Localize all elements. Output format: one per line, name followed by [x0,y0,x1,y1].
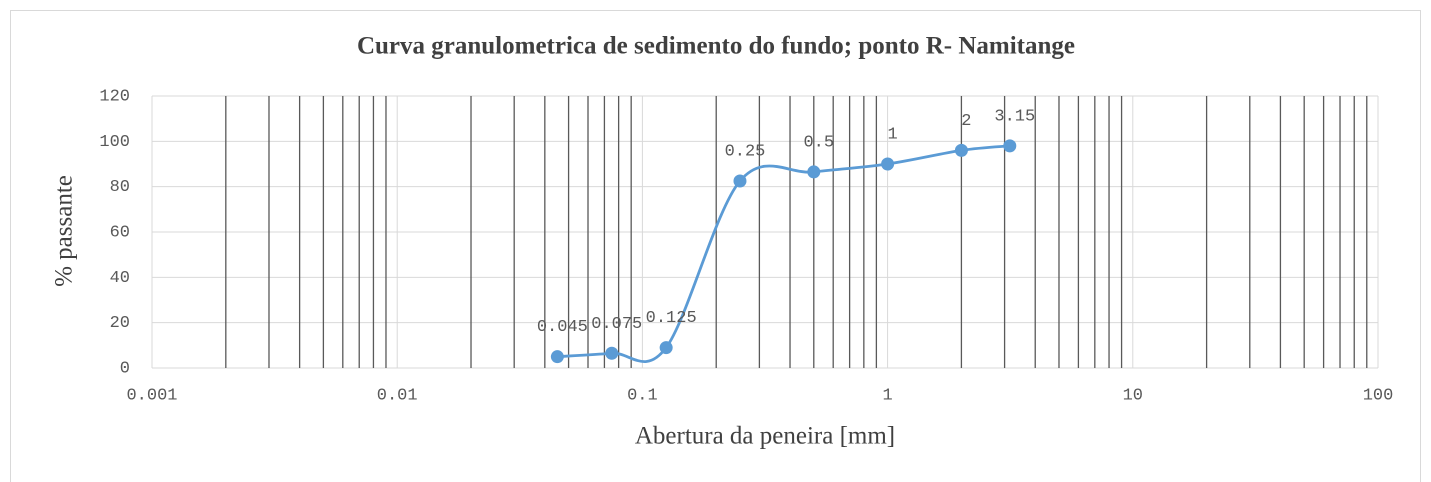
y-tick-label: 40 [110,269,130,288]
data-label: 0.25 [725,142,766,161]
y-tick-label: 20 [110,314,130,333]
data-label: 3.15 [994,107,1035,126]
data-point [659,341,673,355]
data-point [1003,139,1017,153]
y-tick-label: 120 [99,87,130,106]
data-point [605,346,619,360]
chart-border [10,10,1421,482]
data-point [550,350,564,364]
data-point [881,157,895,171]
x-tick-label: 0.001 [126,386,177,405]
data-label: 0.075 [591,315,642,334]
data-point [954,143,968,157]
data-label: 0.5 [803,133,834,152]
x-tick-label: 1 [882,386,892,405]
y-tick-label: 100 [99,133,130,152]
data-label: 0.045 [537,318,588,337]
x-tick-label: 0.01 [377,386,418,405]
x-axis-title: Abertura da peneira [mm] [635,423,895,450]
data-label: 1 [887,125,897,144]
data-point [733,174,747,188]
y-tick-label: 0 [120,359,130,378]
y-tick-label: 80 [110,178,130,197]
y-tick-label: 60 [110,223,130,242]
data-label: 2 [961,112,971,131]
x-tick-label: 0.1 [627,386,658,405]
data-label: 0.125 [646,309,697,328]
chart-title: Curva granulometrica de sedimento do fun… [357,33,1075,60]
x-tick-label: 100 [1363,386,1394,405]
y-axis-title: % passante [51,175,78,287]
x-tick-label: 10 [1123,386,1143,405]
series-line [557,144,1010,363]
data-point [807,165,821,179]
